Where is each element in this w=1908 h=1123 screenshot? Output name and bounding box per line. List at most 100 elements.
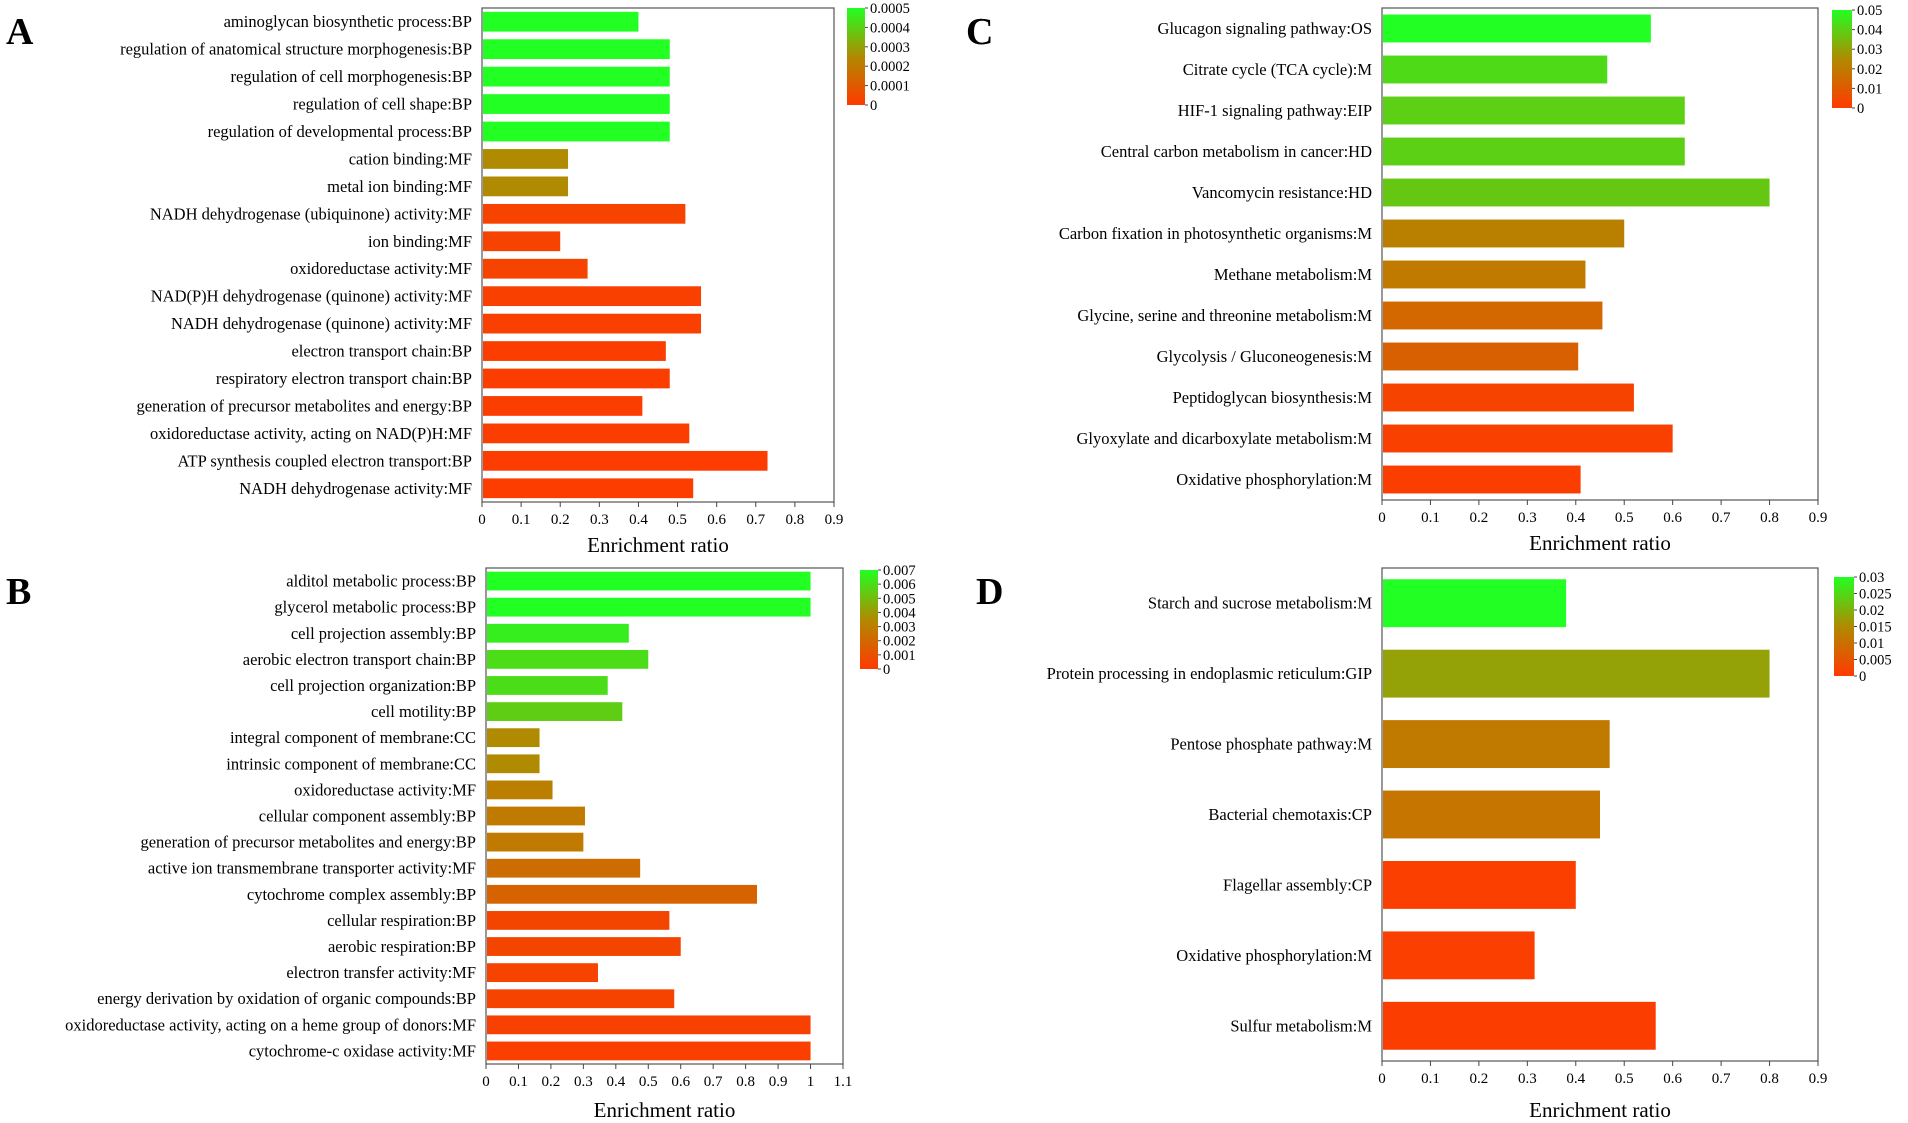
category-label-d-3: Pentose phosphate pathway:M — [1170, 735, 1372, 754]
colorbar-tick-label-d-5: 0.005 — [1859, 653, 1892, 669]
bar-b-16 — [487, 963, 598, 983]
category-label-c-1: Glucagon signaling pathway:OS — [1158, 19, 1372, 38]
plot-frame-d — [1381, 567, 1819, 1062]
category-label-b-16: electron transfer activity:MF — [286, 963, 476, 982]
x-tick-label-b-5: 0.5 — [639, 1074, 658, 1090]
bar-a-3 — [483, 66, 670, 87]
category-label-b-7: integral component of membrane:CC — [230, 728, 476, 747]
colorbar-tick-label-a-5: 0 — [870, 98, 877, 114]
x-tick-label-a-8: 0.8 — [786, 512, 805, 528]
colorbar-tick-label-b-4: 0.003 — [883, 620, 916, 636]
colorbar-tick-label-d-3: 0.015 — [1859, 620, 1892, 636]
bar-d-7 — [1383, 1001, 1656, 1050]
x-tick-label-b-10: 1 — [807, 1074, 815, 1090]
category-label-b-9: oxidoreductase activity:MF — [294, 780, 476, 799]
x-tick-label-d-0: 0 — [1378, 1071, 1386, 1087]
x-tick-label-d-5: 0.5 — [1615, 1071, 1634, 1087]
category-label-d-4: Bacterial chemotaxis:CP — [1208, 805, 1372, 824]
x-axis-title-c: Enrichment ratio — [1529, 531, 1671, 555]
bar-a-1 — [483, 11, 639, 32]
bar-b-10 — [487, 806, 585, 826]
category-label-a-7: metal ion binding:MF — [327, 177, 472, 196]
colorbar-a — [847, 8, 865, 105]
bar-a-11 — [483, 286, 702, 307]
category-label-c-10: Peptidoglycan biosynthesis:M — [1173, 388, 1373, 407]
bar-c-2 — [1383, 55, 1608, 84]
colorbar-tick-label-d-1: 0.025 — [1859, 587, 1892, 603]
bar-b-8 — [487, 754, 540, 774]
category-label-a-3: regulation of cell morphogenesis:BP — [231, 67, 473, 86]
x-tick-label-b-2: 0.2 — [542, 1074, 561, 1090]
bar-b-2 — [487, 597, 811, 617]
colorbar-tick-label-a-3: 0.0002 — [870, 59, 910, 75]
bar-c-11 — [1383, 424, 1673, 453]
category-label-d-6: Oxidative phosphorylation:M — [1176, 946, 1372, 965]
x-tick-label-a-5: 0.5 — [668, 512, 687, 528]
category-label-a-2: regulation of anatomical structure morph… — [120, 40, 472, 59]
colorbar-tick-label-b-3: 0.004 — [883, 605, 916, 621]
bar-b-5 — [487, 676, 608, 695]
bar-b-9 — [487, 780, 553, 800]
x-axis-title-d: Enrichment ratio — [1529, 1098, 1671, 1122]
category-label-b-6: cell motility:BP — [371, 702, 476, 721]
colorbar-tick-label-d-0: 0.03 — [1859, 570, 1884, 586]
bar-d-4 — [1383, 790, 1600, 839]
category-label-a-15: generation of precursor metabolites and … — [136, 396, 472, 415]
bar-c-10 — [1383, 383, 1634, 412]
bar-a-7 — [483, 176, 569, 197]
x-tick-label-c-7: 0.7 — [1712, 510, 1731, 526]
colorbar-tick-label-c-4: 0.01 — [1857, 81, 1882, 97]
category-label-c-11: Glyoxylate and dicarboxylate metabolism:… — [1076, 429, 1372, 448]
plot-frame-c — [1381, 7, 1819, 501]
bar-b-19 — [487, 1041, 811, 1061]
panel-a-chart: aminoglycan biosynthetic process:BP regul… — [120, 1, 911, 557]
bar-a-10 — [483, 258, 588, 279]
category-label-a-5: regulation of developmental process:BP — [208, 122, 472, 141]
category-label-a-4: regulation of cell shape:BP — [293, 95, 472, 114]
bar-b-7 — [487, 728, 540, 748]
bar-c-8 — [1383, 301, 1603, 330]
bar-b-17 — [487, 989, 675, 1009]
colorbar-c — [1832, 10, 1852, 108]
panel-d-chart: Starch and sucrose metabolism:M Protein p… — [1047, 567, 1892, 1122]
bar-a-13 — [483, 341, 666, 361]
x-tick-label-b-11: 1.1 — [834, 1074, 853, 1090]
colorbar-b — [860, 570, 878, 669]
category-label-a-6: cation binding:MF — [349, 149, 472, 168]
panel-c-chart: Glucagon signaling pathway:OS Citrate cyc… — [1059, 3, 1883, 555]
colorbar-tick-label-c-0: 0.05 — [1857, 3, 1882, 19]
x-tick-label-c-3: 0.3 — [1518, 510, 1537, 526]
bar-b-1 — [487, 571, 811, 591]
colorbar-tick-label-c-2: 0.03 — [1857, 42, 1882, 58]
x-tick-label-c-4: 0.4 — [1566, 510, 1585, 526]
x-tick-label-a-3: 0.3 — [590, 512, 609, 528]
colorbar-tick-label-c-5: 0 — [1857, 101, 1864, 117]
category-label-d-1: Starch and sucrose metabolism:M — [1148, 594, 1372, 613]
colorbar-tick-label-a-1: 0.0004 — [870, 20, 911, 36]
plot-frame-b — [485, 567, 844, 1065]
category-label-b-13: cytochrome complex assembly:BP — [247, 885, 476, 904]
category-label-b-4: aerobic electron transport chain:BP — [243, 650, 476, 669]
category-label-d-2: Protein processing in endoplasmic reticu… — [1047, 664, 1372, 683]
bar-c-5 — [1383, 178, 1770, 207]
bar-a-6 — [483, 149, 569, 169]
colorbar-tick-label-c-3: 0.02 — [1857, 62, 1882, 78]
x-tick-label-a-1: 0.1 — [512, 512, 531, 528]
category-label-a-8: NADH dehydrogenase (ubiquinone) activity… — [150, 204, 472, 223]
category-label-a-10: oxidoreductase activity:MF — [290, 259, 472, 278]
x-tick-label-c-8: 0.8 — [1760, 510, 1779, 526]
x-tick-label-d-8: 0.8 — [1760, 1071, 1779, 1087]
bar-c-9 — [1383, 342, 1579, 371]
category-label-c-3: HIF-1 signaling pathway:EIP — [1178, 101, 1372, 120]
bar-a-16 — [483, 423, 690, 444]
bar-b-18 — [487, 1015, 811, 1035]
colorbar-d — [1834, 577, 1854, 676]
colorbar-tick-label-b-2: 0.005 — [883, 591, 916, 607]
panel-b-chart: alditol metabolic process:BP glycerol met… — [65, 563, 916, 1122]
category-label-b-14: cellular respiration:BP — [327, 911, 476, 930]
x-tick-label-a-0: 0 — [478, 512, 486, 528]
x-tick-label-c-6: 0.6 — [1663, 510, 1682, 526]
category-label-b-10: cellular component assembly:BP — [259, 807, 476, 826]
colorbar-tick-label-d-6: 0 — [1859, 669, 1866, 685]
x-tick-label-d-2: 0.2 — [1470, 1071, 1489, 1087]
